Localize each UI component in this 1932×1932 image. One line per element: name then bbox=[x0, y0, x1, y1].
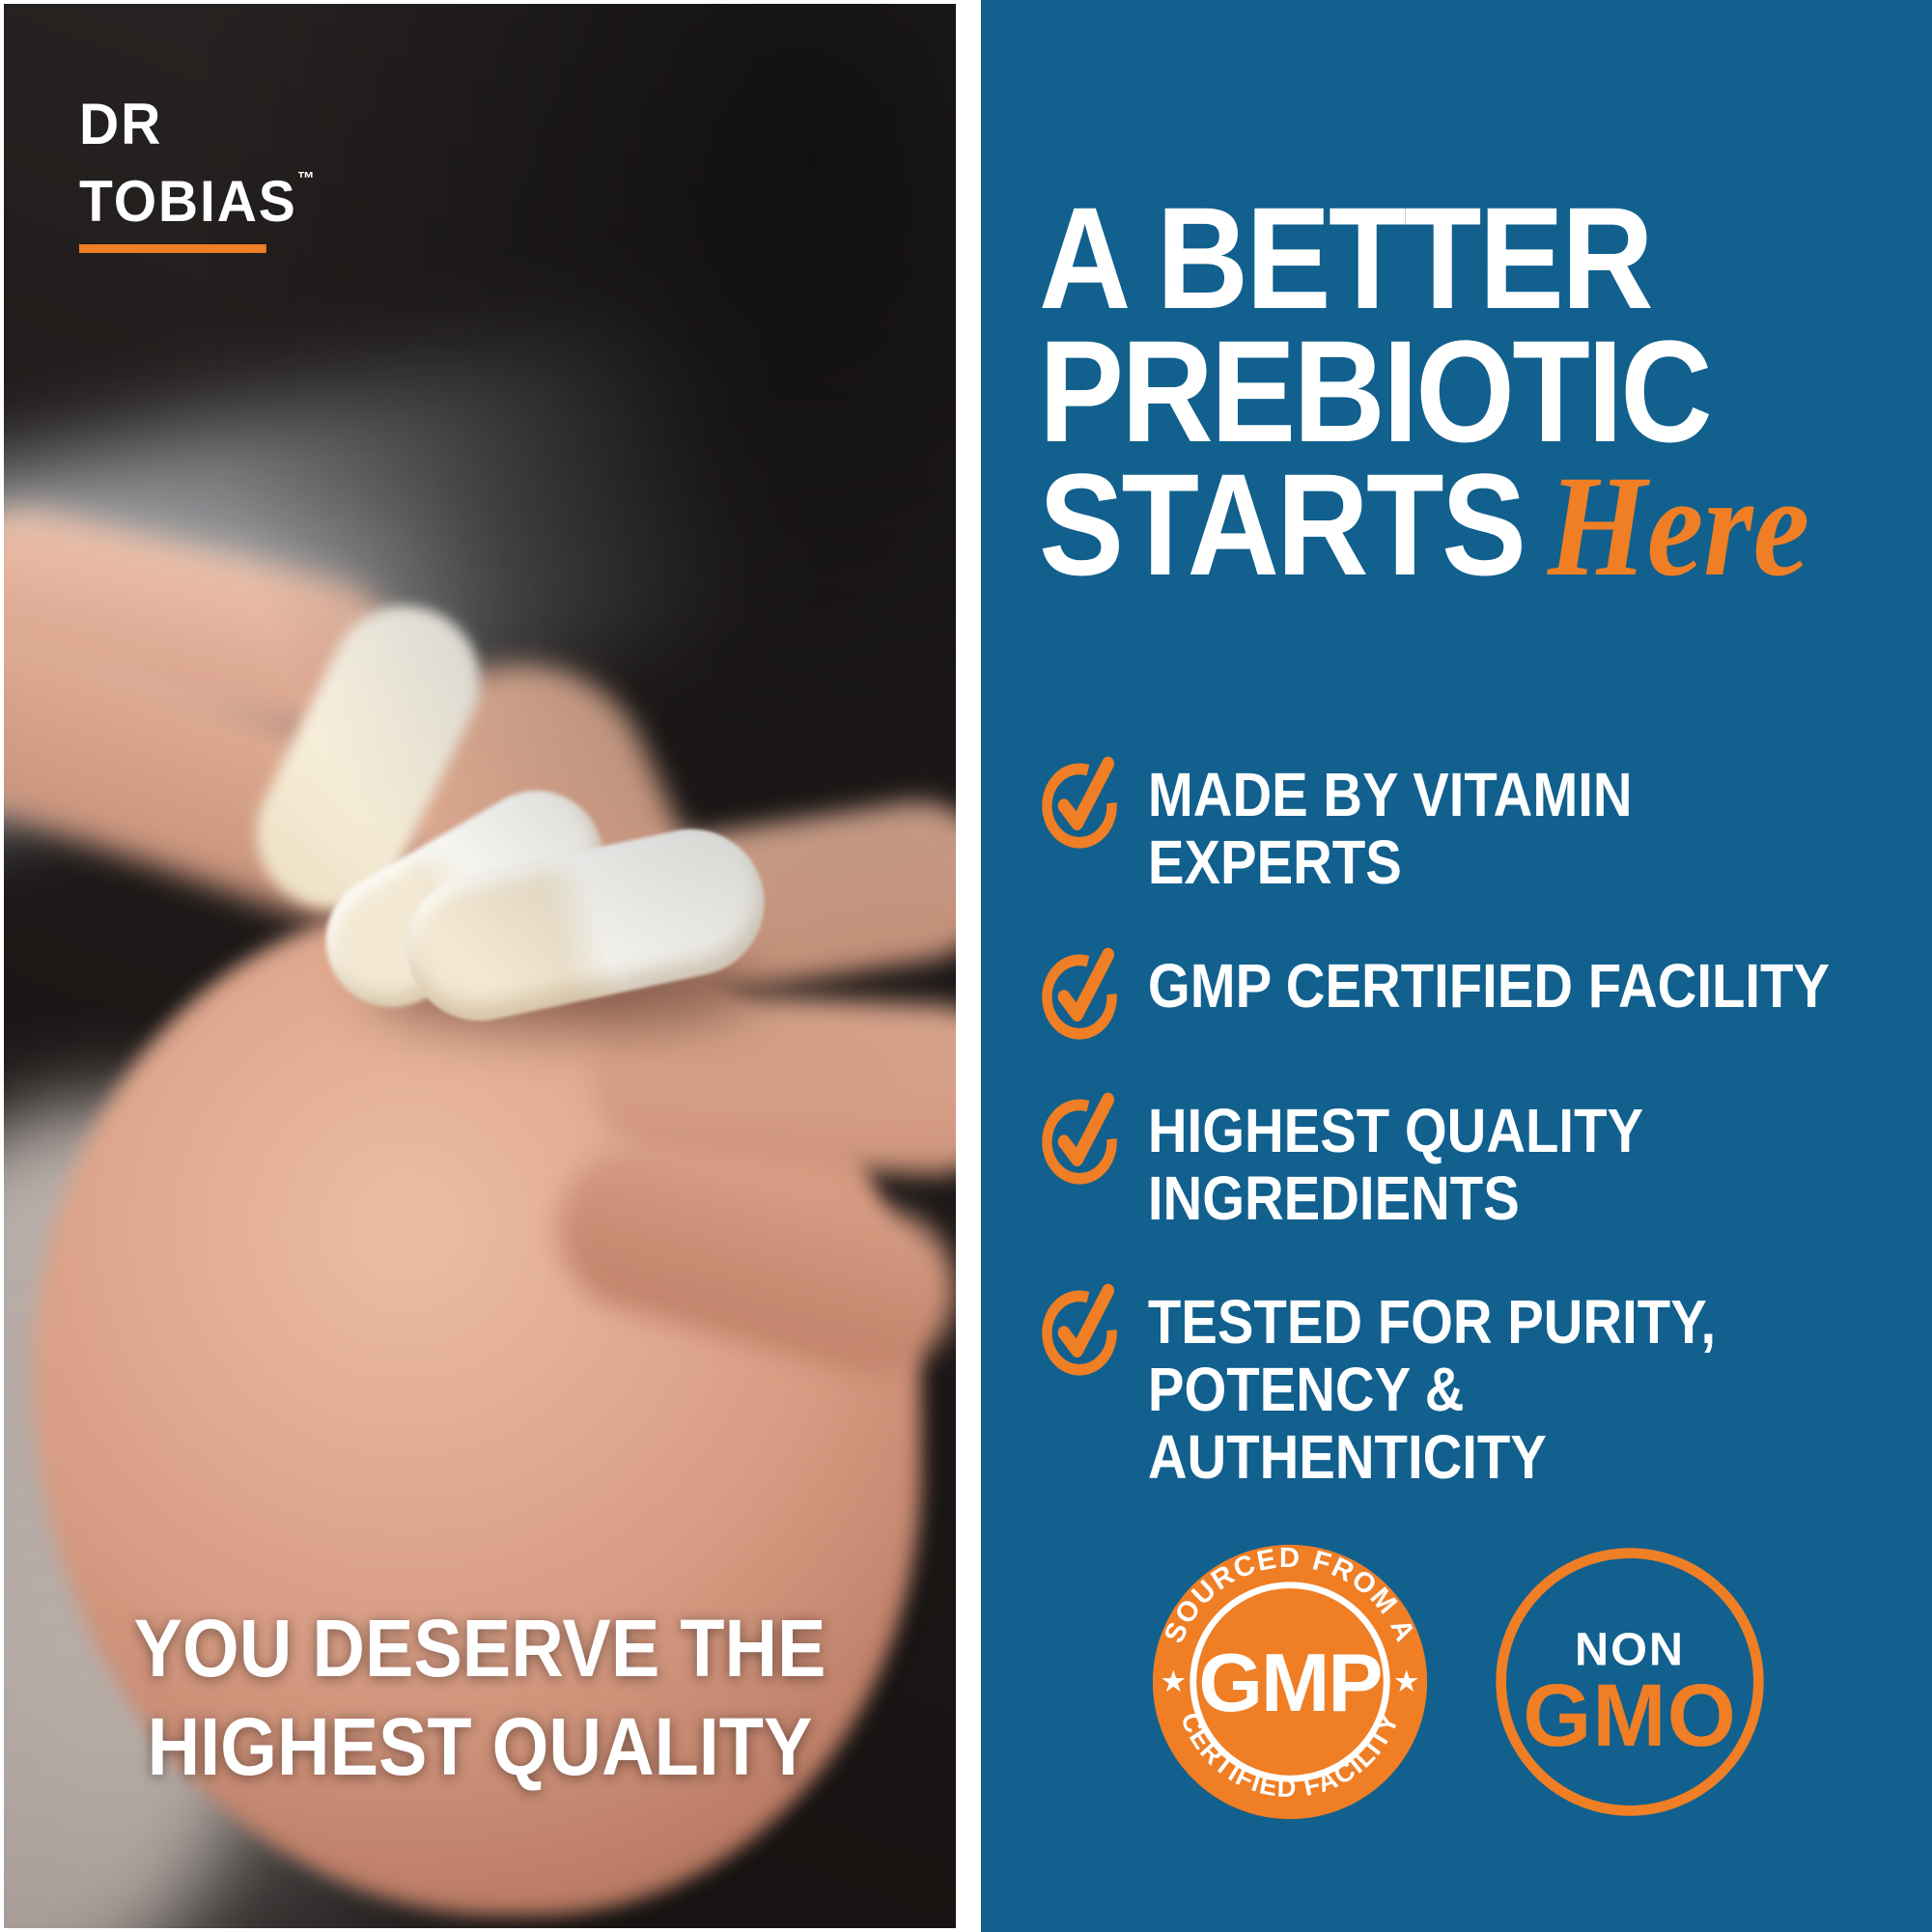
list-item: MADE BY VITAMIN EXPERTS bbox=[1041, 756, 1857, 897]
check-icon bbox=[1042, 947, 1117, 1040]
headline-line3: STARTS Here bbox=[1039, 443, 1810, 606]
badge-center-text: GMP bbox=[1198, 1637, 1381, 1729]
info-panel: A BETTER PREBIOTIC STARTS Here MADE BY VI… bbox=[981, 0, 1932, 1932]
brand-underline-bar bbox=[79, 244, 266, 253]
list-item: GMP CERTIFIED FACILITY bbox=[1041, 947, 1857, 1041]
list-item: TESTED FOR PURITY, POTENCY & AUTHENTICIT… bbox=[1041, 1283, 1857, 1492]
benefits-checklist: MADE BY VITAMIN EXPERTS GMP CERTIFIED FA… bbox=[1041, 756, 1857, 1492]
trademark-symbol: ™ bbox=[296, 169, 315, 189]
non-gmo-word-bottom: GMO bbox=[1523, 1666, 1736, 1765]
list-item-label: GMP CERTIFIED FACILITY bbox=[1147, 951, 1830, 1021]
list-item: HIGHEST QUALITY INGREDIENTS bbox=[1041, 1092, 1857, 1233]
headline-line1: A BETTER bbox=[1039, 177, 1654, 339]
brand-name-line2: TOBIAS™ bbox=[79, 169, 315, 234]
headline-line2: PREBIOTIC bbox=[1039, 310, 1713, 472]
non-gmo-badge: NON GMO bbox=[1496, 1548, 1764, 1816]
list-item-label: HIGHEST QUALITY INGREDIENTS bbox=[1147, 1096, 1644, 1233]
brand-name-line1: DR bbox=[79, 92, 163, 156]
check-icon bbox=[1042, 756, 1117, 849]
list-item-label: MADE BY VITAMIN EXPERTS bbox=[1147, 760, 1633, 897]
check-icon bbox=[1042, 1092, 1117, 1185]
star-icon: ★ bbox=[1393, 1665, 1420, 1699]
photo-vignette bbox=[4, 4, 956, 1928]
gmp-certified-badge: SOURCED FROM A CERTIFIED FACILITY ★ ★ GM… bbox=[1152, 1543, 1428, 1820]
check-icon bbox=[1042, 1283, 1117, 1376]
certification-badges: SOURCED FROM A CERTIFIED FACILITY ★ ★ GM… bbox=[1149, 1541, 1771, 1823]
star-icon: ★ bbox=[1160, 1665, 1187, 1699]
list-item-label: TESTED FOR PURITY, POTENCY & AUTHENTICIT… bbox=[1147, 1287, 1717, 1492]
non-gmo-word-top: NON bbox=[1575, 1623, 1685, 1675]
brand-logo: DR TOBIAS™ bbox=[79, 92, 315, 253]
headline-accent: Here bbox=[1548, 446, 1810, 606]
photo-tagline: YOU DESERVE THE HIGHEST QUALITY bbox=[133, 1603, 826, 1792]
headline: A BETTER PREBIOTIC STARTS Here bbox=[1039, 177, 1810, 606]
photo-panel: DR TOBIAS™ YOU DESERVE THE HIGHEST QUALI… bbox=[4, 4, 956, 1928]
